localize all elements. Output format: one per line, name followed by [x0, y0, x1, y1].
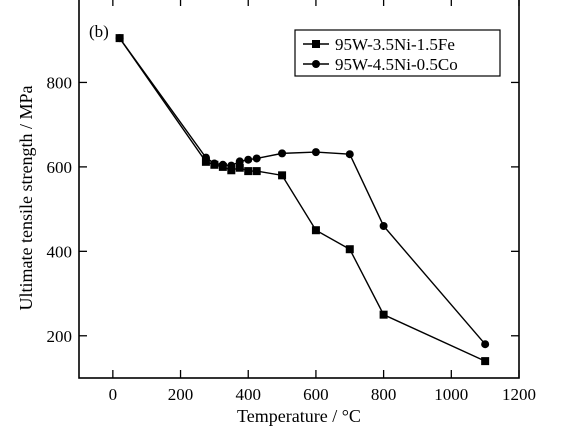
- series-line-2: [119, 37, 486, 345]
- data-point-series-1: [201, 157, 210, 166]
- data-point-series-2: [227, 161, 236, 170]
- data-point-series-2: [115, 34, 124, 43]
- data-point-series-1: [379, 310, 388, 319]
- y-tick-label: 600: [47, 158, 73, 177]
- series-line-1: [119, 37, 486, 362]
- x-tick-label: 800: [371, 385, 397, 404]
- data-point-series-2: [379, 222, 388, 230]
- data-point-series-1: [227, 166, 236, 175]
- data-point-series-1: [311, 226, 320, 235]
- y-tick-label: 800: [47, 73, 73, 92]
- data-point-series-1: [252, 167, 261, 176]
- x-tick-label: 600: [303, 385, 329, 404]
- data-point-series-2: [278, 149, 287, 158]
- data-point-series-2: [244, 155, 253, 164]
- y-tick-label: 200: [47, 327, 73, 346]
- x-tick-label: 200: [168, 385, 194, 404]
- data-point-series-2: [345, 150, 354, 159]
- data-point-series-2: [481, 340, 490, 349]
- legend-marker-1: [312, 40, 320, 48]
- plot-frame: [78, 0, 520, 379]
- x-tick-label: 0: [109, 385, 118, 404]
- y-tick-label: 400: [47, 242, 73, 261]
- data-point-series-2: [252, 154, 261, 163]
- x-tick-label: 1200: [502, 385, 536, 404]
- axis-ticks: 0 200 400 600 800 1000 1200 200 400 600 800: [47, 0, 536, 404]
- legend-label-2: 95W-4.5Ni-0.5Co: [335, 55, 458, 74]
- data-point-series-2: [201, 153, 210, 162]
- data-point-series-2: [210, 159, 219, 168]
- data-point-series-1: [235, 163, 244, 172]
- data-point-series-1: [481, 357, 490, 366]
- data-point-series-1: [278, 171, 287, 180]
- data-point-series-1: [345, 245, 354, 254]
- x-axis-label: Temperature / °C: [237, 406, 361, 426]
- x-tick-label: 400: [235, 385, 261, 404]
- data-point-series-2: [311, 148, 320, 157]
- data-point-series-2: [235, 157, 244, 166]
- x-tick-label: 1000: [434, 385, 468, 404]
- data-point-series-1: [244, 167, 253, 176]
- y-axis-label: Ultimate tensile strength / MPa: [16, 86, 36, 311]
- legend-marker-2: [312, 60, 320, 68]
- legend-label-1: 95W-3.5Ni-1.5Fe: [335, 35, 455, 54]
- series-layer: [115, 34, 490, 366]
- legend-box: [294, 29, 501, 77]
- data-point-series-2: [218, 160, 227, 169]
- panel-label: (b): [89, 22, 109, 41]
